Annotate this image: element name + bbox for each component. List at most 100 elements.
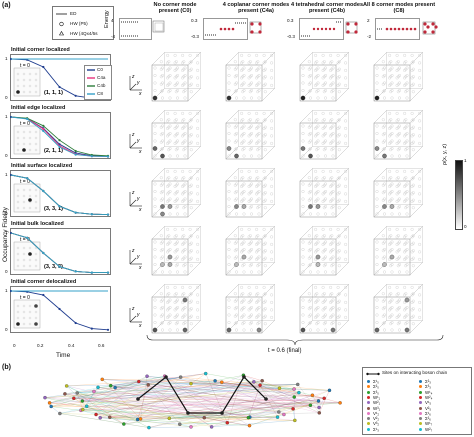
xyz-axes-glyph: z xy (129, 74, 142, 96)
network-node (98, 415, 102, 420)
legend-group-c0: C0 (97, 67, 103, 72)
network-node (145, 374, 149, 378)
time-zero-label: t = 0 (20, 63, 30, 69)
network-node (277, 386, 282, 390)
network-legend-item: W¹₁ (367, 395, 380, 400)
network-node (122, 422, 126, 426)
energy-tick-c4a-bottom: -0.3 (191, 34, 199, 39)
network-legend-item: W²₁ (367, 400, 380, 405)
energy-tick-c4b-top: 0.3 (287, 18, 294, 23)
energy-axis-label: Energy (104, 10, 110, 28)
initial-site-coords: (1, 1, 1) (44, 90, 63, 96)
x-tick-1: 0.2 (37, 343, 44, 348)
y-tick-one: 1 (5, 172, 8, 177)
network-node (137, 379, 141, 384)
network-legend-item: V¹₅ (419, 400, 431, 405)
network-node (49, 404, 53, 409)
legend-group-c8: C8 (97, 91, 103, 96)
network-node (178, 422, 182, 426)
final-time-bracket (146, 334, 444, 346)
network-legend-item: V²₂ (367, 416, 379, 421)
axis-z: z (131, 190, 135, 196)
legend-group-c4a: C4a (97, 75, 106, 80)
network-node (213, 379, 217, 383)
legend-method-hw-p5: HW (P5) (70, 21, 88, 26)
lattice-cube (151, 226, 201, 276)
interacting-chain (137, 376, 267, 414)
network-node (96, 385, 100, 390)
axis-y: y (136, 80, 140, 86)
density-cube (225, 52, 275, 102)
column-header-c0: No corner mode present (C0) (153, 2, 197, 15)
legend-marker-icon (419, 395, 422, 399)
network-node (327, 388, 332, 393)
column-header-c4b: 4 tetrahedral corner modes present (C4b) (290, 2, 364, 15)
network-node (203, 371, 208, 376)
series-point-C8 (106, 213, 110, 216)
chain-node (264, 397, 268, 401)
series-point-C8 (106, 155, 110, 158)
network-node (100, 377, 104, 382)
series-point-C8 (90, 213, 93, 216)
series-point-C8 (42, 251, 45, 255)
y-tick-one: 1 (5, 288, 8, 293)
energy-levels-c4a (203, 18, 262, 40)
network-node (47, 401, 52, 405)
y-tick-zero: 0 (5, 327, 8, 332)
group-legend-swatches (87, 69, 95, 95)
chain-node (242, 375, 246, 379)
initial-state-inset (13, 183, 41, 213)
x-tick-0: 0 (13, 343, 16, 348)
network-legend-item: W²₇ (419, 427, 432, 432)
series-point-C8 (106, 271, 110, 274)
legend-marker-icon (419, 385, 422, 389)
axis-x: x (138, 323, 142, 328)
legend-marker-icon (419, 390, 422, 394)
network-legend-item: Σ³₀ (367, 390, 379, 395)
network-legend-item: W³₁ (367, 406, 380, 411)
time-zero-label: t = 0 (20, 121, 30, 127)
chain-node (164, 375, 168, 379)
legend-marker-icon (367, 390, 370, 394)
network-legend-item: Σ³₃ (419, 384, 431, 389)
xyz-axes-glyph: z xy (129, 306, 142, 328)
method-legend-swatches (56, 13, 67, 36)
energy-levels-c8 (375, 18, 438, 40)
network-node (308, 403, 313, 407)
row-title: Initial corner delocalized (11, 279, 77, 285)
legend-group-c4b: C4b (97, 83, 106, 88)
series-point-C8 (26, 117, 29, 121)
network-node (296, 382, 300, 387)
density-cube (299, 284, 349, 334)
series-point-C0 (106, 328, 110, 331)
network-legend-item: Σ¹₀ (367, 379, 379, 384)
network-node (310, 393, 315, 398)
xyz-axes-glyph: z xy (129, 190, 142, 212)
network-node (277, 410, 281, 414)
lattice-cube (373, 226, 423, 276)
legend-marker-icon (367, 385, 370, 389)
panel-label-b: (b) (2, 364, 11, 371)
network-node (94, 412, 98, 417)
series-point-C0 (42, 65, 45, 69)
network-legend-item: V¹₂ (367, 411, 379, 416)
axis-z: z (131, 74, 135, 80)
lattice-cube (299, 110, 349, 160)
legend-marker-icon (367, 395, 370, 399)
lattice-cube (373, 168, 423, 218)
network-node (80, 399, 85, 403)
network-node (75, 391, 79, 395)
series-point-C8 (26, 236, 29, 239)
time-zero-label: t = 0 (20, 295, 30, 301)
final-time-label: t = 0.6 (final) (268, 348, 302, 354)
legend-method-ed: ED (70, 11, 77, 16)
network-legend-item: Σ¹₆ (419, 411, 431, 416)
network-node (167, 416, 172, 421)
axis-z: z (131, 132, 135, 138)
energy-levels-c4b (299, 18, 358, 40)
legend-marker-icon (419, 401, 422, 405)
network-node (292, 387, 296, 391)
lattice-cube (225, 52, 275, 102)
row-title: Initial surface localized (11, 163, 73, 169)
network-node (293, 418, 297, 423)
